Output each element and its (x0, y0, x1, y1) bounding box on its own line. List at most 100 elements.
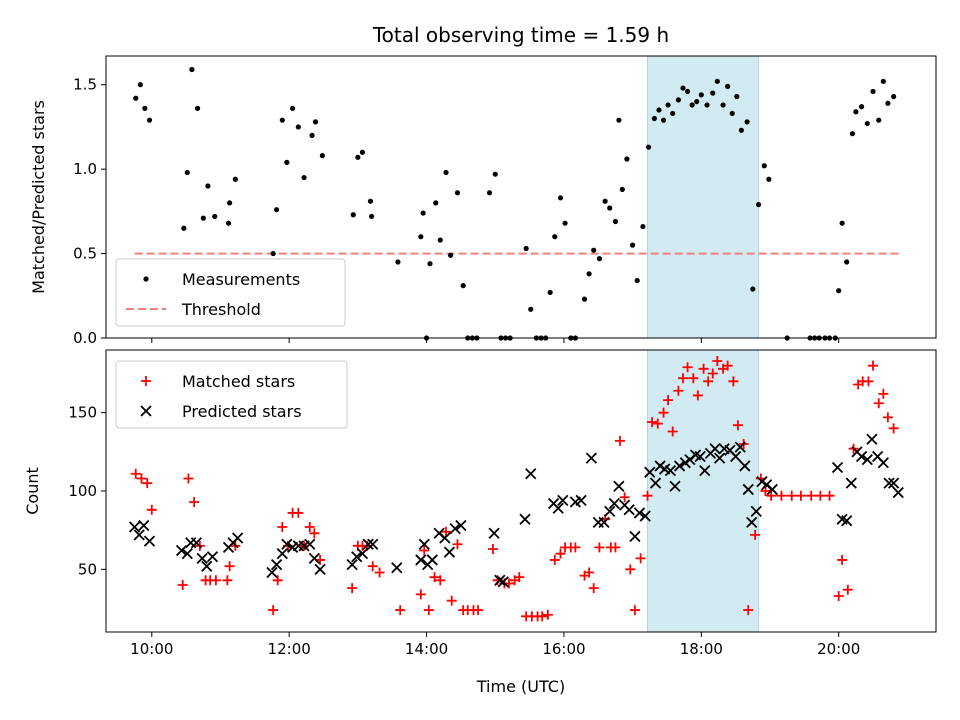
matched-point (224, 561, 235, 572)
predicted-point (128, 521, 141, 533)
predicted-point (308, 552, 320, 565)
measurement-point (607, 205, 613, 211)
measurement-point (447, 252, 454, 258)
measurement-point (836, 288, 842, 294)
matched-point (642, 490, 653, 501)
matched-point (452, 539, 463, 550)
measurement-point (528, 306, 534, 312)
measurement-point (714, 78, 720, 84)
matched-point (142, 478, 153, 489)
measurement-point (492, 171, 498, 177)
y-tick-label: 150 (68, 404, 97, 422)
predicted-point (391, 562, 403, 574)
predicted-point (644, 466, 656, 478)
matched-point (473, 605, 484, 616)
predicted-point (592, 516, 604, 528)
matched-point (415, 589, 426, 600)
measurement-point (694, 98, 700, 105)
predicted-point (497, 576, 509, 588)
matched-point (374, 567, 385, 578)
predicted-point (585, 452, 598, 464)
measurement-point (205, 183, 211, 189)
predicted-point (367, 538, 379, 550)
predicted-point (709, 443, 721, 455)
measurement-point (689, 102, 695, 108)
predicted-point (629, 530, 641, 543)
y-tick-label: 100 (68, 482, 97, 500)
predicted-point (841, 515, 853, 527)
legend-marker-matched (141, 376, 151, 386)
matched-point (712, 355, 723, 366)
measurement-point (729, 110, 735, 117)
matched-point (268, 605, 279, 616)
measurement-point (552, 234, 558, 240)
measurement-point (864, 120, 870, 127)
top-panel: 0.0 0.5 1.0 1.5 Matched/Predicted stars Measu… (29, 55, 937, 347)
matched-point (514, 572, 525, 583)
measurement-point (433, 200, 439, 206)
matched-point (722, 360, 733, 371)
measurement-point (369, 213, 375, 220)
x-tick-label: 16:00 (542, 640, 585, 658)
predicted-point (415, 554, 427, 566)
predicted-point (861, 454, 873, 466)
matched-point (682, 362, 693, 373)
predicted-point (575, 494, 587, 507)
matched-point (625, 564, 636, 575)
measurement-point (194, 105, 201, 111)
measurement-point (367, 198, 374, 204)
matched-point (584, 567, 595, 578)
measurement-point (660, 117, 667, 123)
predicted-point (351, 551, 363, 563)
predicted-point (143, 535, 156, 547)
predicted-point (664, 464, 677, 477)
measurement-point (225, 220, 232, 226)
x-axis-label: Time (UTC) (476, 677, 565, 696)
predicted-point (439, 532, 451, 544)
measurement-point (761, 163, 767, 169)
matched-point (419, 545, 430, 556)
matched-point (549, 554, 560, 565)
measurement-point (630, 242, 636, 248)
matched-point (183, 473, 194, 484)
matched-point (795, 490, 806, 501)
matched-point (863, 376, 874, 387)
predicted-point (362, 538, 374, 550)
predicted-point (270, 558, 283, 571)
measurement-point (591, 247, 597, 253)
matched-point (435, 575, 446, 586)
matched-point (189, 496, 200, 507)
measurement-point (200, 215, 206, 221)
matched-point (222, 575, 233, 586)
matched-point (487, 543, 498, 554)
matched-point (837, 554, 848, 565)
matched-point (594, 542, 605, 553)
matched-point (776, 490, 787, 501)
measurement-point (885, 100, 891, 106)
matched-point (423, 605, 434, 616)
matched-point (446, 595, 457, 606)
measurement-point (858, 104, 865, 110)
measurement-point (295, 124, 301, 130)
predicted-point (694, 450, 706, 463)
matched-point (766, 490, 777, 501)
predicted-point (190, 537, 203, 549)
predicted-point (281, 538, 293, 550)
measurement-point (189, 66, 195, 73)
predicted-point (138, 519, 150, 532)
predicted-point (742, 483, 754, 496)
matched-point (732, 420, 743, 431)
measurement-point (684, 88, 691, 95)
measurement-point (880, 78, 886, 84)
y-tick-label: 1.5 (73, 76, 97, 94)
measurement-point (581, 296, 588, 302)
predicted-point (304, 538, 316, 550)
measurement-point (562, 220, 568, 226)
legend-marker-measurements (143, 276, 149, 282)
matched-point (367, 561, 378, 572)
measurement-point (137, 82, 143, 88)
legend-label: Threshold (181, 300, 261, 319)
predicted-point (552, 502, 564, 514)
y-tick-label: 0.5 (73, 245, 97, 263)
